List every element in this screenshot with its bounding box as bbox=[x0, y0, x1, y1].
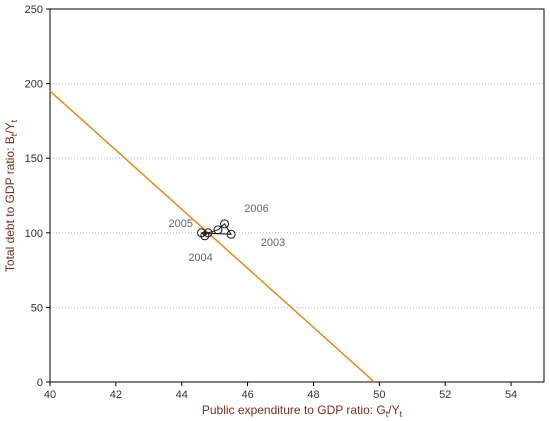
y-axis-title-group: Total debt to GDP ratio: Bt/Yt bbox=[3, 119, 19, 272]
series bbox=[49, 90, 375, 383]
tick-marks bbox=[46, 8, 512, 386]
year-annotation: 2003 bbox=[261, 237, 285, 249]
x-tick-label: 46 bbox=[241, 389, 253, 401]
line-series bbox=[49, 90, 375, 383]
x-axis-title: Public expenditure to GDP ratio: Gt/Yt bbox=[202, 403, 403, 419]
data-point bbox=[203, 228, 213, 238]
x-tick-label: 48 bbox=[307, 389, 319, 401]
grid-lines bbox=[50, 83, 544, 308]
annotations: 2003 2004 2005 2006 bbox=[169, 203, 286, 264]
x-tick-label: 50 bbox=[373, 389, 385, 401]
data-point bbox=[200, 231, 210, 241]
y-tick-label: 0 bbox=[37, 377, 43, 389]
year-annotation: 2005 bbox=[169, 218, 193, 230]
y-tick-label: 250 bbox=[25, 4, 43, 16]
year-annotation: 2006 bbox=[244, 203, 268, 215]
x-tick-label: 44 bbox=[176, 389, 188, 401]
y-tick-label: 150 bbox=[25, 153, 43, 165]
plot-frame bbox=[49, 8, 545, 383]
data-point bbox=[226, 229, 236, 239]
data-point bbox=[213, 225, 223, 235]
data-point bbox=[220, 219, 230, 229]
x-tick-label: 42 bbox=[110, 389, 122, 401]
year-annotation: 2004 bbox=[188, 252, 212, 264]
y-axis-title: Total debt to GDP ratio: Bt/Yt bbox=[3, 119, 19, 272]
tick-labels: 0 50 100 150 200 250 40 42 44 46 48 50 52 54 bbox=[25, 4, 518, 401]
y-tick-label: 200 bbox=[25, 79, 43, 91]
x-tick-label: 54 bbox=[505, 389, 517, 401]
y-tick-label: 50 bbox=[31, 302, 43, 314]
x-tick-label: 52 bbox=[439, 389, 451, 401]
x-tick-label: 40 bbox=[44, 389, 56, 401]
y-tick-label: 100 bbox=[25, 228, 43, 240]
data-point bbox=[196, 228, 206, 238]
